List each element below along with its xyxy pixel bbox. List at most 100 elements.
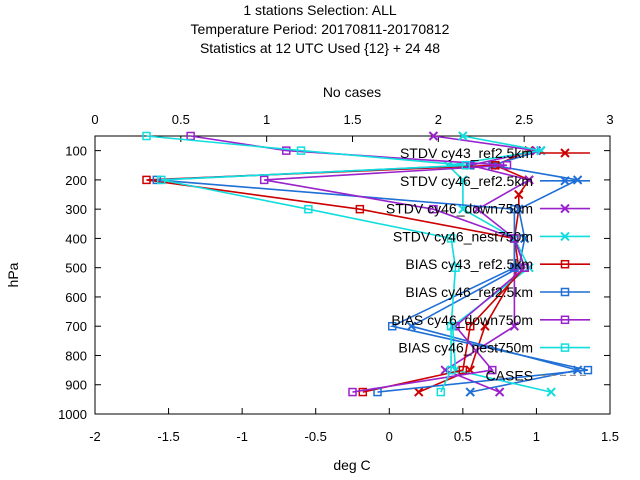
series-7 [142,131,471,397]
series-point [142,131,151,141]
series-point [560,176,570,186]
top-tick-label: 0.5 [172,112,190,127]
series-point [296,146,306,155]
legend-label: STDV cy46_down750m [386,201,533,217]
x-axis-label: deg C [333,457,370,473]
x-tick-label: 1.5 [601,429,619,444]
series-line [190,135,526,393]
series-point [465,161,475,170]
x-tick-label: -2 [89,429,101,444]
legend-label: CASES [486,367,533,383]
series-line [418,149,531,393]
series-point [446,365,456,375]
series-point [458,204,468,214]
x-tick-label: 0.5 [454,429,472,444]
series-point [524,262,534,273]
series-line [156,164,589,393]
series-point [560,259,570,269]
top-tick-label: 2 [435,112,442,127]
series-line [433,135,537,393]
series-point [451,321,460,331]
series-point [510,234,519,243]
series-point [152,175,162,185]
top-axis-label: No cases [323,84,381,100]
legend-label: BIAS cy46_ref2.5km [405,284,533,300]
series-line [146,164,526,393]
series-point [348,387,357,397]
series-point [461,161,471,170]
series-point [142,175,151,185]
series-point [355,204,365,214]
top-tick-label: 2.5 [515,112,533,127]
series-point [429,204,438,214]
series-point [259,175,269,185]
series-point [436,387,446,397]
series-point [509,321,520,331]
series-point [560,315,570,325]
series-point [546,387,556,397]
series-point [514,189,524,200]
y-tick-label: 300 [65,202,87,217]
top-tick-label: 1.5 [343,112,361,127]
series-line [446,135,552,393]
series-point [156,175,166,185]
series-point [458,131,468,141]
series-point [428,131,439,141]
series-point [520,263,529,272]
series-point [519,233,530,244]
series-point [560,203,570,214]
y-tick-label: 200 [65,173,87,188]
chart-title-line-2: Temperature Period: 20170811-20170812 [190,21,450,37]
series-point [560,287,570,297]
chart-title-line-1: 1 stations Selection: ALL [243,2,397,18]
x-tick-label: 1 [533,429,540,444]
x-tick-label: -1 [236,429,248,444]
chart-title-line-3: Statistics at 12 UTC Used {12} + 24 48 [199,40,441,56]
top-tick-label: 1 [263,112,270,127]
y-tick-label: 800 [65,348,87,363]
series-point [458,365,468,375]
y-tick-label: 400 [65,231,87,246]
y-tick-label: 600 [65,290,87,305]
x-tick-label: -0.5 [305,429,327,444]
top-tick-label: 0 [91,112,98,127]
series-point [560,148,570,158]
legend-label: BIAS cy46_down750m [391,312,533,328]
series-point [446,234,456,243]
series-point [446,321,456,331]
series-point [510,263,519,272]
y-tick-label: 100 [65,144,87,159]
top-tick-label: 3 [606,112,613,127]
series-5 [152,161,593,397]
y-tick-label: 900 [65,378,87,393]
series-point [494,387,505,397]
legend-label: STDV cy43_ref2.5km [400,145,533,161]
series-point [480,321,490,331]
series-point [465,387,475,397]
series-point [358,387,368,397]
series-point [488,365,497,375]
series-line [146,135,466,393]
series-point [451,263,460,272]
y-tick-label: 500 [65,261,87,276]
legend-label: BIAS cy43_ref2.5km [405,256,533,272]
legend-label: BIAS cy46_nest750m [398,340,533,356]
series-4 [142,161,529,397]
legend-label: STDV cy46_ref2.5km [400,173,533,189]
series-point [387,321,397,331]
series-point [572,175,583,185]
x-tick-label: -1.5 [157,429,179,444]
series-point [282,146,291,155]
series-point [304,204,313,214]
y-axis-label: hPa [5,262,21,287]
series-point [414,387,424,397]
y-tick-label: 1000 [58,407,87,422]
series-point [510,204,519,214]
x-tick-label: 0 [386,429,393,444]
series-point [502,161,512,170]
series-point [560,231,570,242]
series-point [465,321,475,331]
series-point [560,343,570,352]
series-point [406,321,417,331]
